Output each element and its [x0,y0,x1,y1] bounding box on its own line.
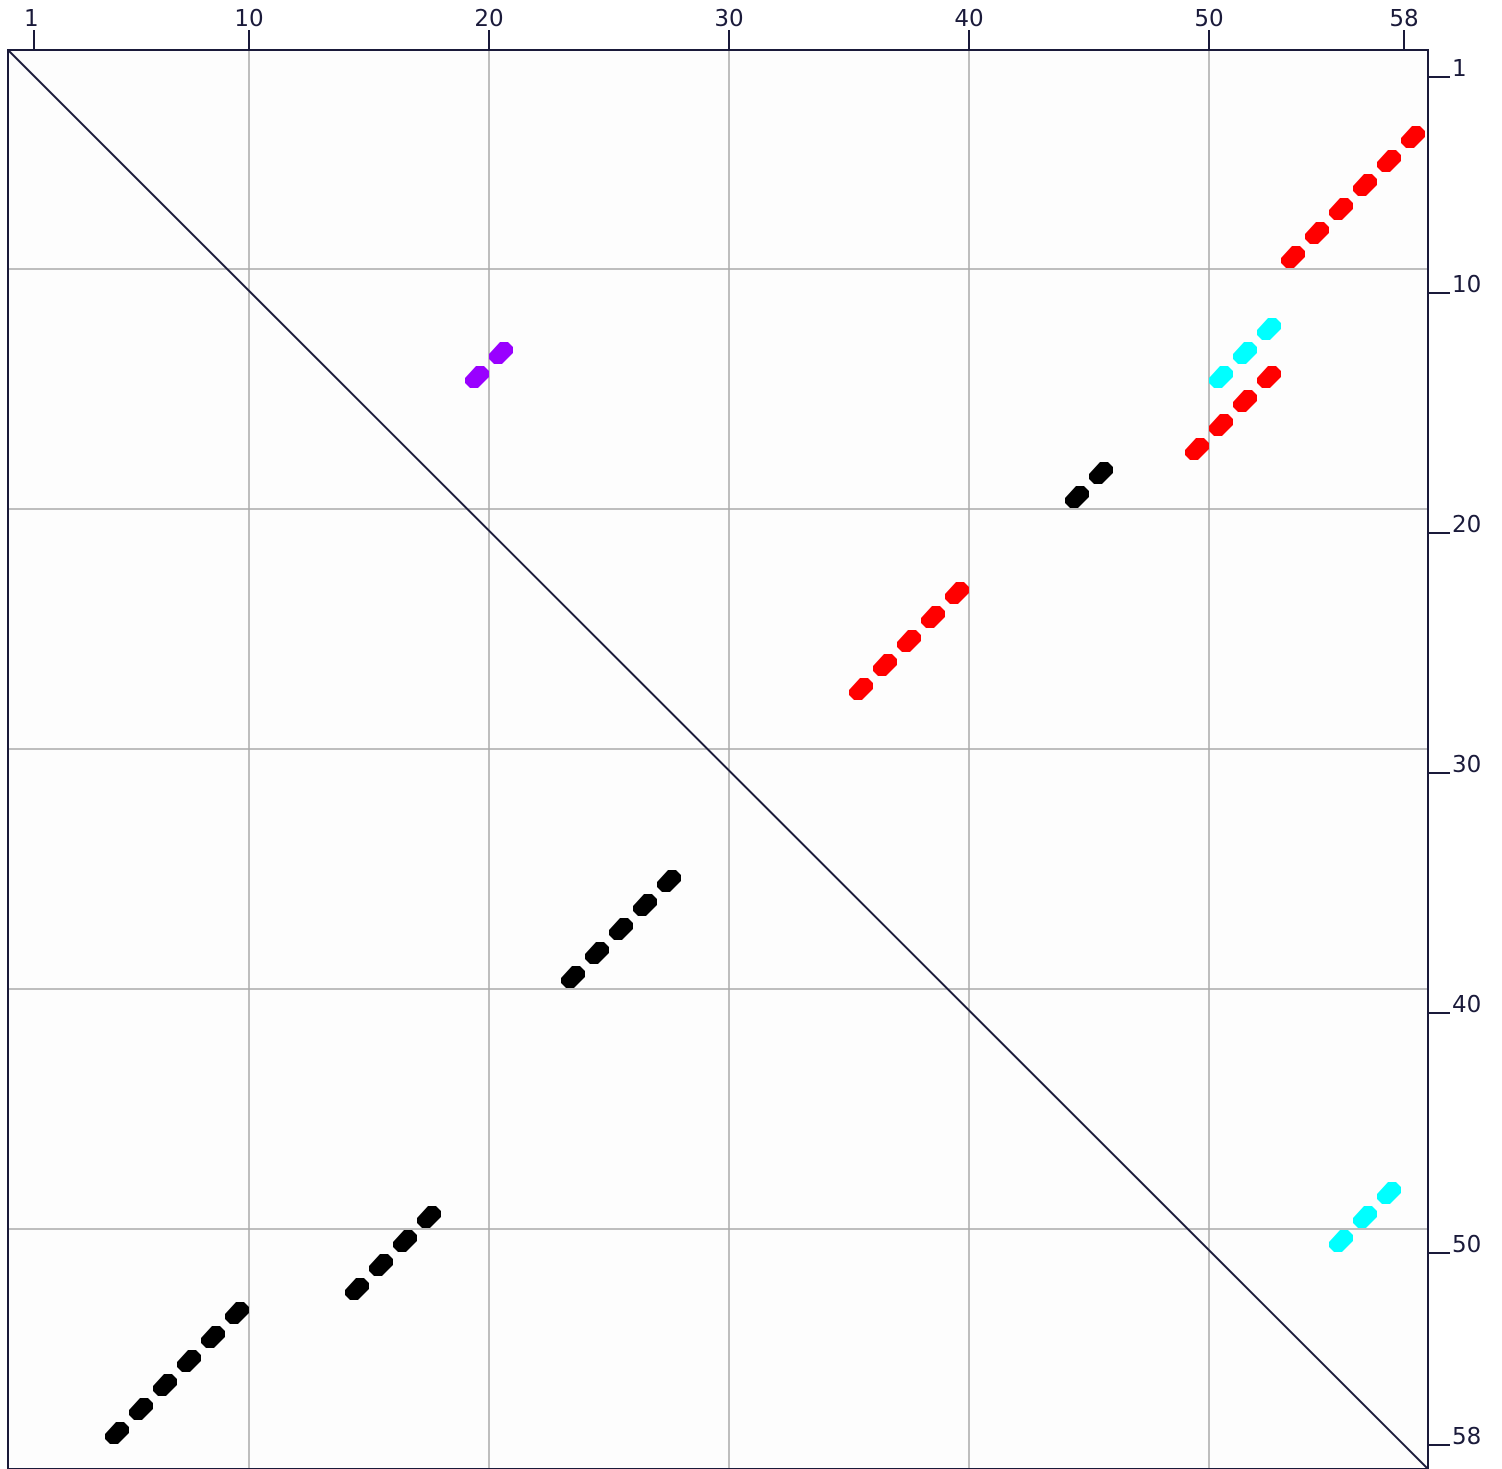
contact-mark-black [105,1422,129,1444]
top-tick-label: 10 [234,6,263,32]
contact-mark-black [1089,462,1113,484]
top-tick-label: 40 [954,6,983,32]
contact-mark-cyan [1329,1230,1353,1252]
right-tick-label: 58 [1452,1424,1481,1450]
contact-mark-purple [465,366,489,388]
contact-mark-cyan [1377,1182,1401,1204]
contact-mark-cyan [1353,1206,1377,1228]
contact-mark-black [609,918,633,940]
right-tick-label: 10 [1452,272,1481,298]
diagonal-line [7,49,1429,1469]
top-tick-label: 20 [474,6,503,32]
contact-mark-black [369,1254,393,1276]
contact-mark-red [1185,438,1209,460]
top-tick-label: 30 [714,6,743,32]
contact-mark-black [561,966,585,988]
right-tick-label: 30 [1452,752,1481,778]
contact-mark-red [1209,414,1233,436]
contact-mark-black [1065,486,1089,508]
contact-mark-red [897,630,921,652]
plot-frame [7,49,1429,1469]
contact-mark-red [1257,366,1281,388]
contact-mark-red [1377,150,1401,172]
contact-mark-red [921,606,945,628]
top-tick-label: 58 [1389,6,1418,32]
contact-mark-cyan [1209,366,1233,388]
top-axis: 1 10 20 30 40 50 58 [24,6,1419,50]
grid-lines [8,50,1428,1469]
contact-mark-cyan [1257,318,1281,340]
right-tick-label: 20 [1452,512,1481,538]
top-tick-label: 50 [1194,6,1223,32]
contact-mark-red [1305,222,1329,244]
contact-mark-black [177,1350,201,1372]
contact-mark-black [633,894,657,916]
contact-mark-black [657,870,681,892]
contact-mark-red [1281,246,1305,268]
contact-mark-red [1233,390,1257,412]
top-tick-label: 1 [24,6,39,32]
contact-marks [105,126,1425,1444]
contact-mark-red [1401,126,1425,148]
contact-mark-red [849,678,873,700]
contact-mark-black [225,1302,249,1324]
contact-mark-black [129,1398,153,1420]
right-tick-label: 40 [1452,992,1481,1018]
contact-mark-black [345,1278,369,1300]
contact-mark-purple [489,342,513,364]
contact-mark-red [873,654,897,676]
contact-mark-black [393,1230,417,1252]
contact-mark-cyan [1233,342,1257,364]
contact-mark-black [201,1326,225,1348]
contact-mark-red [1353,174,1377,196]
contact-mark-black [417,1206,441,1228]
contact-mark-red [945,582,969,604]
contact-mark-black [153,1374,177,1396]
right-axis: 1 10 20 30 40 50 58 [1428,56,1481,1450]
contact-mark-red [1329,198,1353,220]
right-tick-label: 1 [1452,56,1467,82]
right-tick-label: 50 [1452,1232,1481,1258]
contact-mark-black [585,942,609,964]
